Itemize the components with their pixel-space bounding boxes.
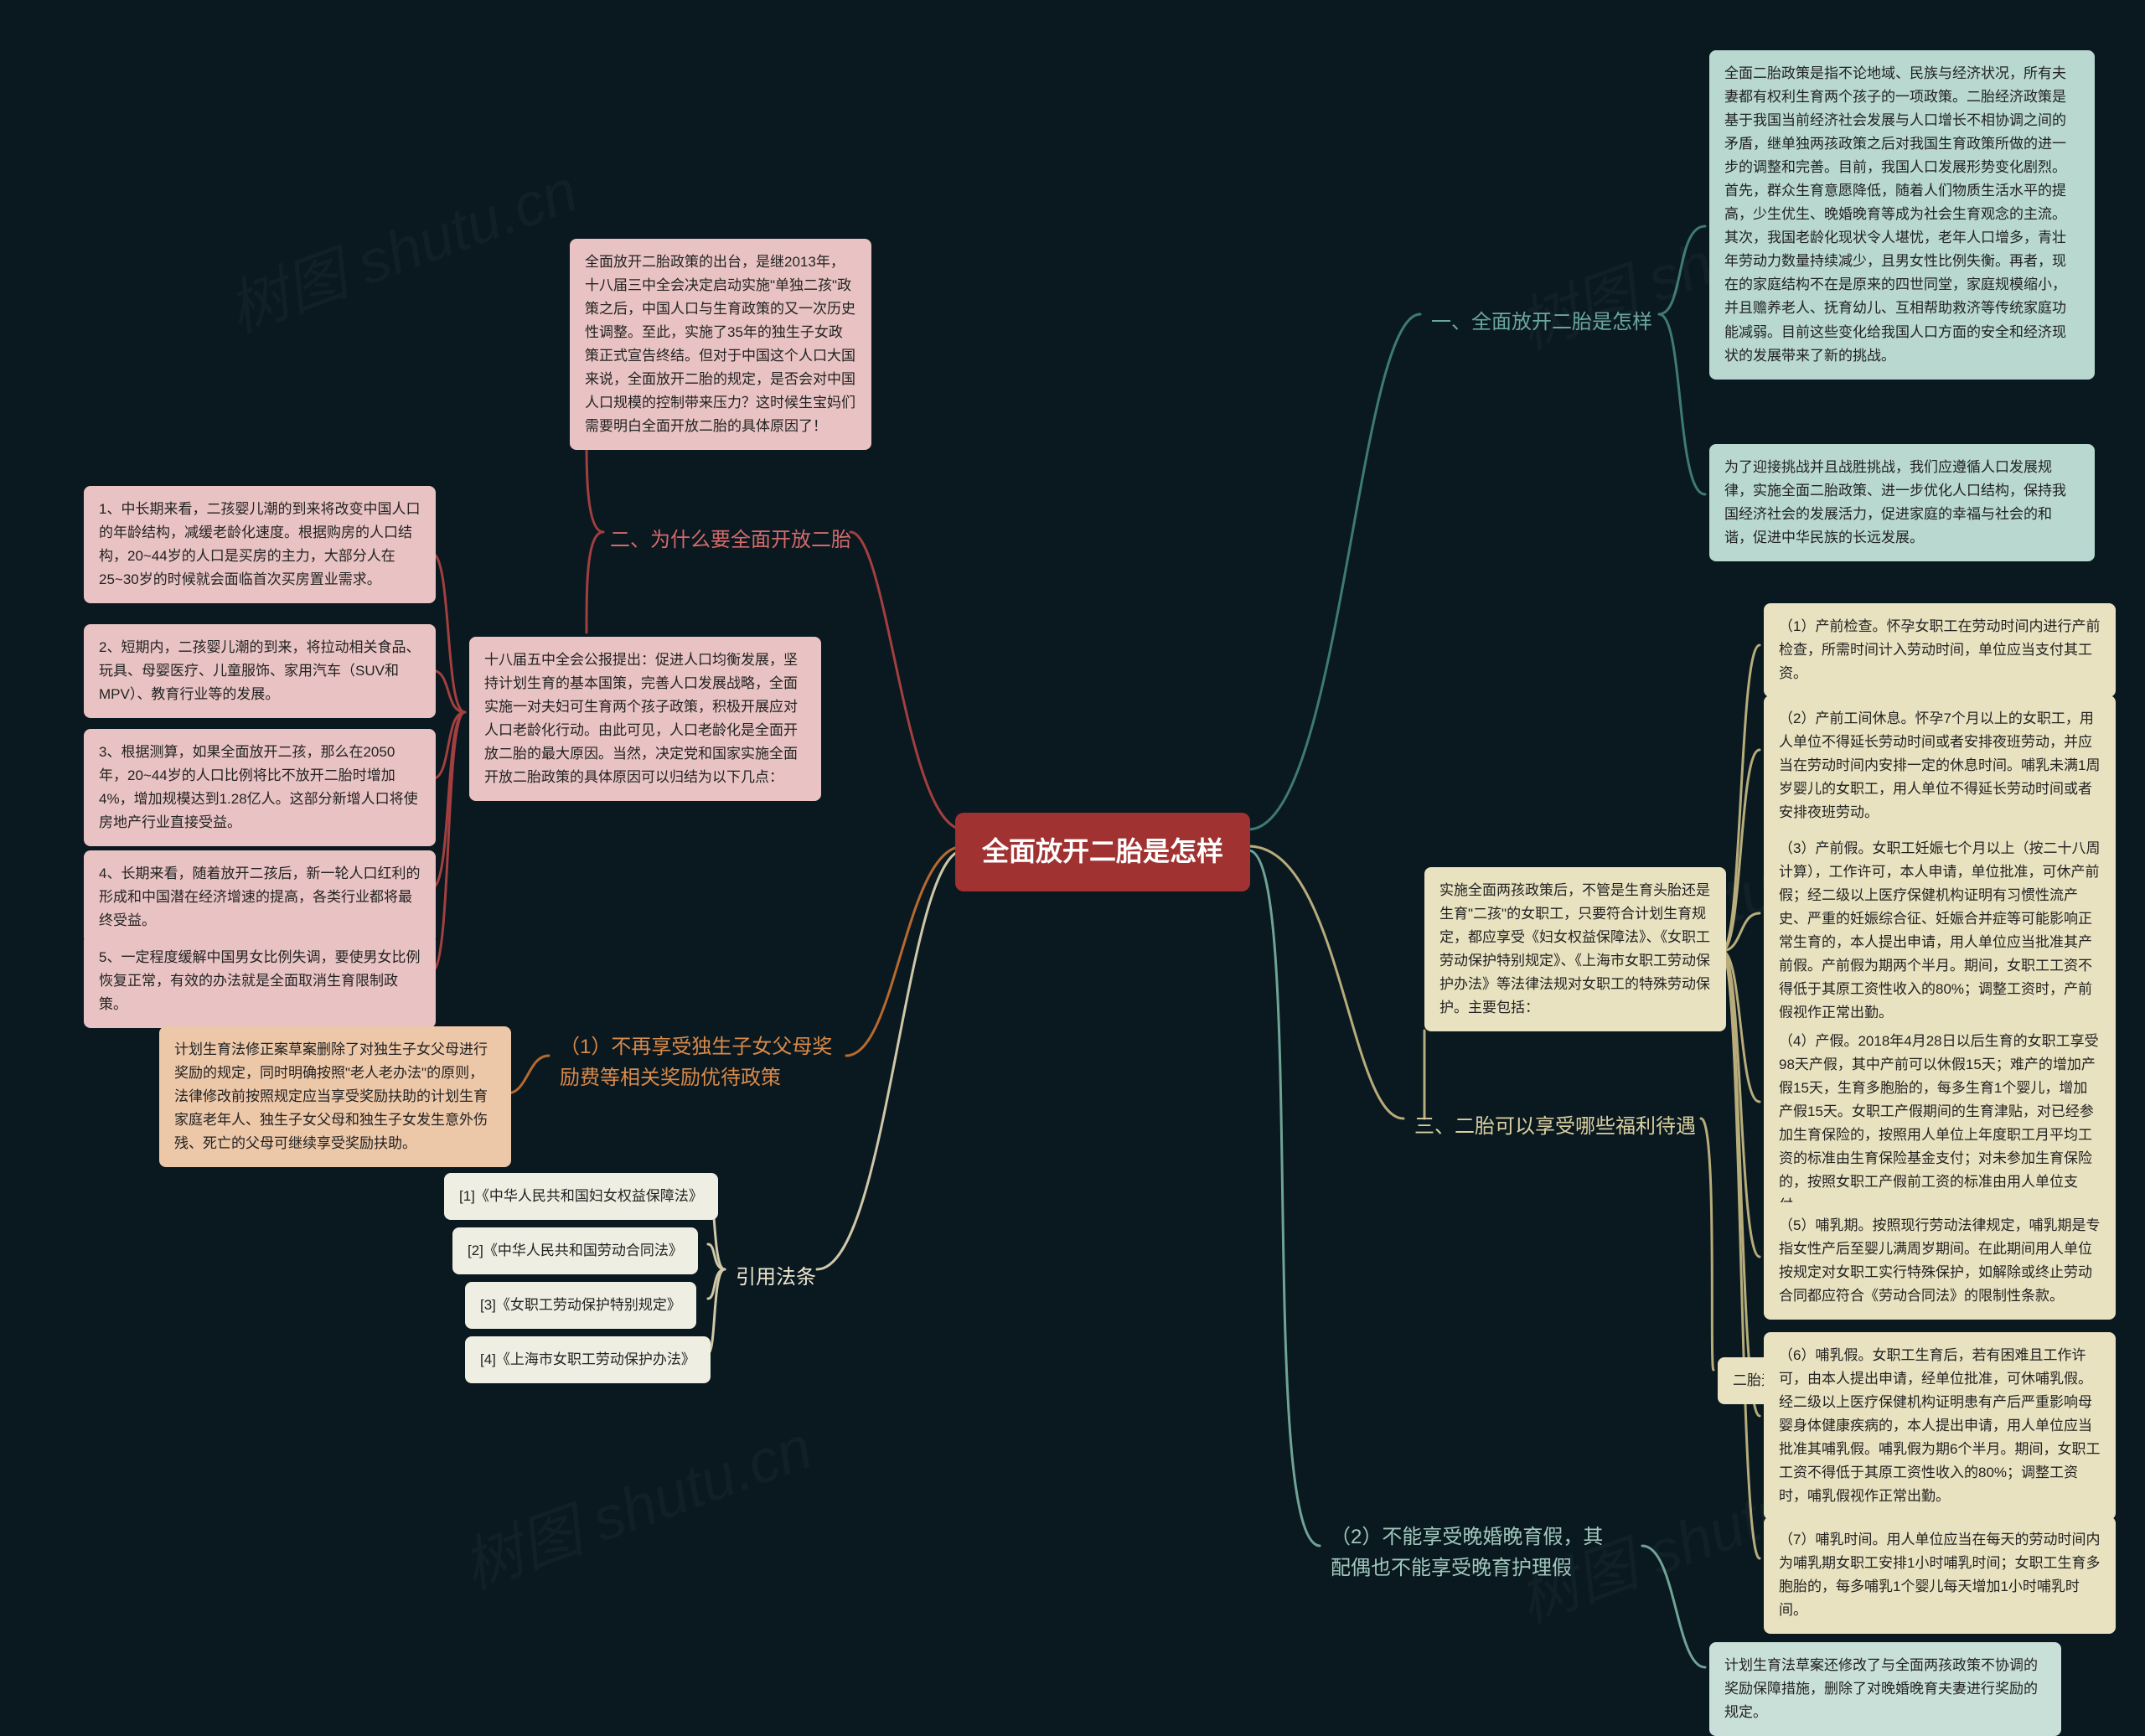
edge — [507, 1056, 549, 1093]
edge — [1722, 951, 1760, 1558]
edge — [1659, 314, 1705, 494]
edge — [432, 553, 465, 712]
leaf-node[interactable]: 4、长期来看，随着放开二孩后，新一轮人口红利的形成和中国潜在经济增速的提高，各类… — [84, 850, 436, 944]
leaf-node[interactable]: [1]《中华人民共和国妇女权益保障法》 — [444, 1173, 718, 1220]
leaf-node[interactable]: 全面放开二胎政策的出台，是继2013年，十八届三中全会决定启动实施"单独二孩"政… — [570, 239, 871, 450]
edge — [708, 1269, 725, 1299]
edge — [1722, 951, 1760, 1257]
center-node[interactable]: 全面放开二胎是怎样 — [955, 813, 1250, 891]
edge — [1722, 913, 1760, 951]
branch-node[interactable]: （1）不再享受独生子女父母奖励费等相关奖励优待政策 — [553, 1026, 855, 1098]
leaf-node[interactable]: [3]《女职工劳动保护特别规定》 — [465, 1282, 696, 1329]
edge — [587, 532, 603, 633]
leaf-node[interactable]: 5、一定程度缓解中国男女比例失调，要使男女比例恢复正常，有效的办法就是全面取消生… — [84, 934, 436, 1028]
leaf-node[interactable]: [4]《上海市女职工劳动保护办法》 — [465, 1336, 711, 1383]
leaf-node[interactable]: （5）哺乳期。按照现行劳动法律规定，哺乳期是专指女性产后至婴儿满周岁期间。在此期… — [1764, 1202, 2116, 1320]
leaf-node[interactable]: （4）产假。2018年4月28日以后生育的女职工享受98天产假，其中产前可以休假… — [1764, 1018, 2116, 1229]
edge — [1722, 951, 1760, 1102]
leaf-node[interactable]: （7）哺乳时间。用人单位应当在每天的劳动时间内为哺乳期女职工安排1小时哺乳时间；… — [1764, 1516, 2116, 1634]
edge — [846, 846, 964, 1056]
leaf-node[interactable]: 2、短期内，二孩婴儿潮的到来，将拉动相关食品、玩具、母婴医疗、儿童服饰、家用汽车… — [84, 624, 436, 718]
watermark: 树图 shutu.cn — [214, 142, 587, 349]
edge — [1701, 1119, 1713, 1370]
leaf-node[interactable]: 3、根据测算，如果全面放开二孩，那么在2050年，20~44岁的人口比例将比不放… — [84, 729, 436, 846]
edge — [432, 670, 465, 712]
edge — [432, 712, 465, 972]
leaf-node[interactable]: 计划生育法草案还修改了与全面两孩政策不协调的奖励保障措施，删除了对晚婚晚育夫妻进… — [1709, 1642, 2061, 1736]
branch-node[interactable]: 二、为什么要全面开放二胎 — [603, 519, 858, 561]
edge — [1642, 1546, 1705, 1667]
edge — [1659, 226, 1705, 314]
leaf-node[interactable]: （3）产前假。女职工妊娠七个月以上（按二十八周计算），工作许可，本人申请，单位批… — [1764, 825, 2116, 1036]
leaf-node[interactable]: 计划生育法修正案草案删除了对独生子女父母进行奖励的规定，同时明确按照"老人老办法… — [159, 1026, 511, 1167]
leaf-node[interactable]: 十八届五中全会公报提出：促进人口均衡发展，坚持计划生育的基本国策，完善人口发展战… — [469, 637, 821, 801]
mindmap-canvas: 树图 shutu.cn树图 shutu.cn树图 shutu.cn树图 shut… — [0, 0, 2145, 1677]
leaf-node[interactable]: 全面二胎政策是指不论地域、民族与经济状况，所有夫妻都有权利生育两个孩子的一项政策… — [1709, 50, 2095, 380]
leaf-node[interactable]: （6）哺乳假。女职工生育后，若有困难且工作许可，由本人提出申请，经单位批准，可休… — [1764, 1332, 2116, 1520]
edge — [708, 1244, 725, 1269]
leaf-node[interactable]: 1、中长期来看，二孩婴儿潮的到来将改变中国人口的年龄结构，减缓老龄化速度。根据购… — [84, 486, 436, 603]
leaf-node[interactable]: 为了迎接挑战并且战胜挑战，我们应遵循人口发展规律，实施全面二胎政策、进一步优化人… — [1709, 444, 2095, 561]
branch-node[interactable]: 引用法条 — [729, 1257, 823, 1298]
leaf-node[interactable]: 实施全面两孩政策后，不管是生育头胎还是生育"二孩"的女职工，只要符合计划生育规定… — [1424, 867, 1726, 1031]
edge — [1722, 750, 1760, 951]
edge — [1248, 314, 1420, 829]
edge — [1248, 850, 1320, 1546]
watermark: 树图 shutu.cn — [448, 1398, 822, 1606]
edge — [1248, 846, 1403, 1119]
edge — [850, 532, 964, 829]
branch-node[interactable]: 一、全面放开二胎是怎样 — [1424, 302, 1659, 343]
branch-node[interactable]: （2）不能享受晚婚晚育假，其配偶也不能享受晚育护理假 — [1324, 1516, 1626, 1589]
branch-node[interactable]: 三、二胎可以享受哪些福利待遇 — [1408, 1106, 1703, 1147]
leaf-node[interactable]: （2）产前工间休息。怀孕7个月以上的女职工，用人单位不得延长劳动时间或者安排夜班… — [1764, 695, 2116, 836]
edge — [1722, 645, 1760, 951]
edge — [432, 712, 465, 888]
leaf-node[interactable]: [2]《中华人民共和国劳动合同法》 — [452, 1227, 698, 1274]
edge — [432, 712, 465, 779]
leaf-node[interactable]: （1）产前检查。怀孕女职工在劳动时间内进行产前检查，所需时间计入劳动时间，单位应… — [1764, 603, 2116, 697]
edge — [1722, 951, 1760, 1416]
edge — [587, 444, 603, 532]
edge — [708, 1269, 725, 1353]
